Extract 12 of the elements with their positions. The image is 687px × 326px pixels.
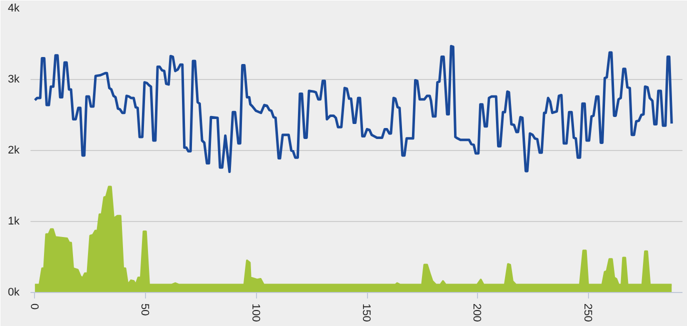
- x-tick-label: 50: [138, 304, 151, 316]
- y-tick-label: 3k: [8, 74, 20, 86]
- x-tick-label: 200: [470, 304, 483, 322]
- y-tick-label: 2k: [8, 144, 20, 156]
- x-tick-label: 0: [28, 304, 40, 310]
- y-tick-label: 0k: [8, 286, 20, 298]
- x-tick-label: 100: [249, 304, 262, 322]
- x-tick-label: 250: [581, 304, 594, 322]
- y-tick-label: 1k: [8, 216, 20, 228]
- x-tick-label: 150: [360, 304, 372, 322]
- y-tick-label: 4k: [8, 2, 20, 14]
- line-series: [34, 44, 673, 174]
